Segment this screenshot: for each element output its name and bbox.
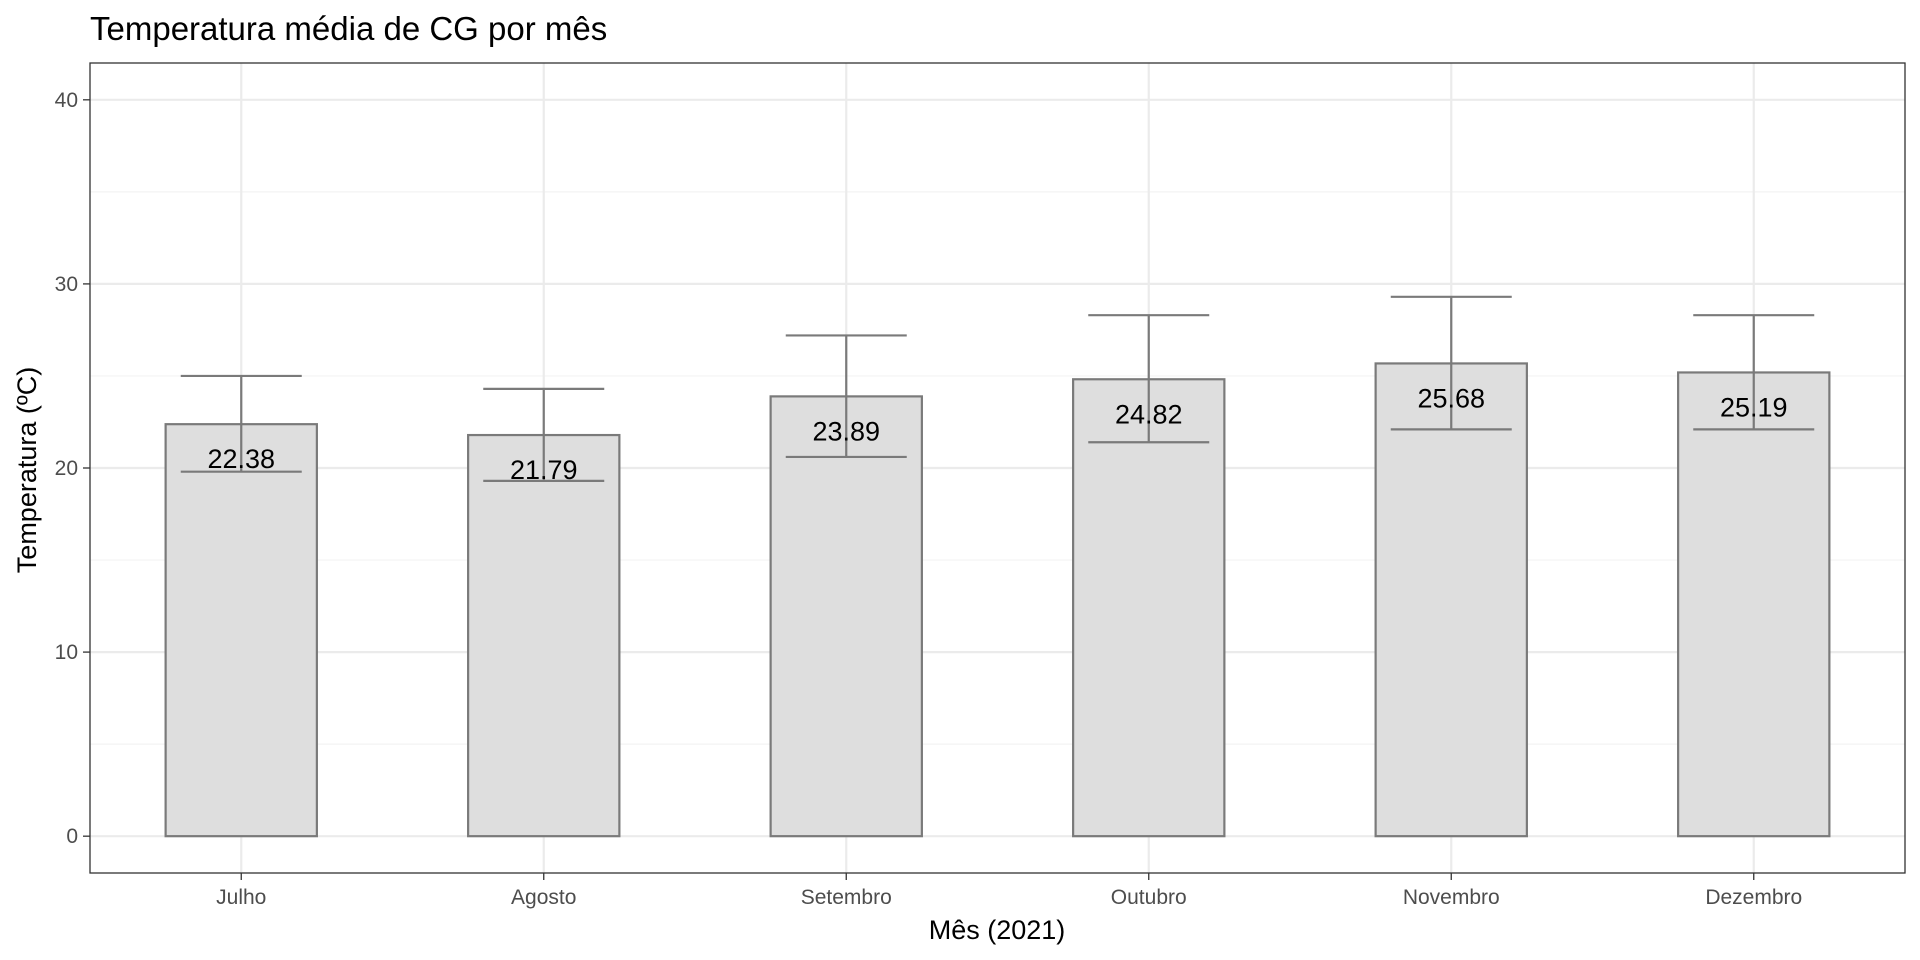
y-tick-label: 20: [55, 457, 78, 480]
grid-lines: [90, 63, 1905, 873]
bar-novembro: [1374, 362, 1528, 838]
x-tick-label: Agosto: [511, 886, 576, 909]
x-tick-label: Outubro: [1111, 886, 1187, 909]
y-tick-label: 40: [55, 89, 78, 112]
x-axis: Julho Agosto Setembro Outubro Novembro Dezemb…: [216, 873, 1802, 909]
data-label: 23.89: [812, 416, 880, 446]
x-tick-label: Julho: [216, 886, 266, 909]
y-tick-label: 10: [55, 641, 78, 664]
bar-agosto: [467, 433, 621, 838]
x-tick-label: Setembro: [801, 886, 892, 909]
chart-title: Temperatura média de CG por mês: [90, 10, 607, 47]
x-tick-label: Novembro: [1403, 886, 1500, 909]
y-tick-label: 30: [55, 273, 78, 296]
data-label: 21.79: [510, 455, 578, 485]
data-label: 25.19: [1720, 392, 1788, 422]
data-labels: 22.38 21.79 23.89 24.82 25.68 25.19: [207, 383, 1787, 485]
bar-dezembro: [1677, 371, 1831, 838]
y-axis: 0 10 20 30 40: [55, 89, 90, 848]
error-bars: [180, 295, 1815, 482]
data-label: 22.38: [207, 444, 275, 474]
y-axis-title: Temperatura (ºC): [12, 367, 42, 573]
bar-setembro: [769, 395, 923, 838]
bars: [164, 362, 1831, 838]
data-label: 25.68: [1417, 383, 1485, 413]
bar-outubro: [1072, 378, 1226, 838]
x-tick-label: Dezembro: [1705, 886, 1802, 909]
x-axis-title: Mês (2021): [929, 915, 1066, 945]
y-tick-label: 0: [66, 825, 78, 848]
bar-julho: [164, 423, 318, 838]
data-label: 24.82: [1115, 399, 1183, 429]
